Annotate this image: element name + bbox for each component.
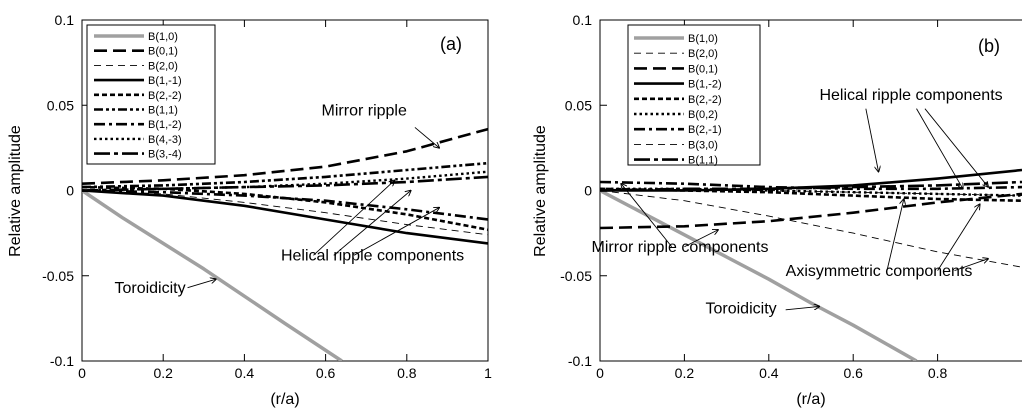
annotations: Helical ripple components Mirror ripple c… (592, 87, 1003, 317)
annotation-label: Toroidicity (114, 280, 185, 297)
annotation-arrow (924, 108, 988, 187)
legend-box (86, 24, 216, 165)
legend-label: B(2,0) (688, 48, 718, 60)
legend-label: B(2,0) (148, 60, 178, 72)
series-line-0 (600, 188, 918, 361)
y-tick-label: 0 (584, 183, 592, 199)
annotation-arrow (865, 108, 879, 172)
x-tick-label: 0.6 (843, 365, 863, 381)
x-tick-label: 0.2 (675, 365, 695, 381)
annotation-arrow (954, 259, 988, 272)
legend-label: B(4,-3) (148, 134, 182, 146)
series-line-8 (600, 180, 1022, 192)
y-tick-label: 0 (66, 183, 74, 199)
annotation-label: Toroidicity (706, 300, 777, 317)
x-tick-label: 0.8 (928, 365, 948, 381)
annotation-arrow (353, 208, 439, 256)
legend-label: B(0,1) (148, 46, 178, 58)
series-line-1 (82, 127, 488, 185)
data-lines (82, 127, 488, 361)
legend: B(1,0) B(2,0) B(0,1) B(1,-2) B(2,-2) B(0,2) B(… (627, 24, 761, 167)
series-line-5 (82, 161, 488, 189)
legend-label: B(1,1) (148, 105, 178, 117)
x-tick-label: 0.4 (235, 365, 255, 381)
x-axis-ticks: 0 0.2 0.4 0.6 0.8 1 (78, 20, 492, 381)
legend-label: B(1,1) (688, 155, 718, 167)
x-axis-label: (r/a) (796, 391, 825, 408)
chart-panel-a: 0 0.2 0.4 0.6 0.8 1 0.1 0.05 0 -0.05 -0.1 (r/a) R… (7, 12, 492, 408)
legend: B(1,0) B(0,1) B(2,0) B(1,-1) B(2,-2) B(1,1) B(… (86, 24, 216, 165)
y-tick-label: 0.1 (55, 12, 75, 28)
annotation-arrow (621, 184, 673, 248)
annotation-label: Helical ripple components (281, 247, 464, 264)
series-line-3 (82, 189, 488, 245)
y-tick-label: -0.05 (560, 268, 592, 284)
annotation-label: Axisymmetric components (786, 263, 973, 280)
legend-label: B(2,-2) (688, 94, 722, 106)
legend-label: B(1,-1) (148, 75, 182, 87)
legend-box (627, 24, 761, 166)
x-tick-label: 0.4 (759, 365, 779, 381)
y-axis-ticks: 0.1 0.05 0 -0.05 -0.1 (42, 12, 89, 369)
x-tick-label: 0.8 (397, 365, 417, 381)
annotation-label: Mirror ripple components (592, 239, 769, 256)
legend-label: B(2,-1) (688, 124, 722, 136)
series-line-8 (82, 175, 488, 192)
y-tick-label: 0.05 (47, 97, 74, 113)
legend-label: B(1,-2) (688, 79, 722, 91)
legend-label: B(0,1) (688, 63, 718, 75)
annotation-arrow (414, 127, 439, 147)
legend-label: B(1,-2) (148, 119, 182, 131)
annotation-arrow (785, 306, 820, 311)
series-line-5 (600, 187, 1022, 197)
legend-label: B(2,-2) (148, 90, 182, 102)
x-tick-label: 0 (596, 365, 604, 381)
y-tick-label: 0.05 (565, 97, 592, 113)
panel-label: (b) (978, 36, 1000, 56)
y-tick-label: -0.1 (50, 353, 74, 369)
y-axis-label: Relative amplitude (532, 125, 549, 257)
y-tick-label: -0.05 (42, 268, 74, 284)
annotation-arrow (187, 279, 216, 289)
series-line-7 (600, 190, 1022, 197)
annotation-label: Helical ripple components (819, 87, 1002, 104)
annotation-arrow (684, 230, 718, 248)
x-tick-label: 0.2 (153, 365, 173, 381)
annotation-arrow (937, 204, 980, 271)
annotation-label: Mirror ripple (322, 102, 407, 119)
legend-label: B(0,2) (688, 109, 718, 121)
y-tick-label: 0.1 (573, 12, 593, 28)
data-lines (600, 168, 1022, 361)
y-axis-ticks: 0.1 0.05 0 -0.05 -0.1 (560, 12, 607, 369)
annotation-arrow (886, 199, 904, 271)
legend-label: B(3,-4) (148, 149, 182, 161)
x-tick-label: 0.6 (316, 365, 336, 381)
series-line-6 (82, 189, 488, 221)
legend-label: B(1,0) (688, 33, 718, 45)
series-line-2 (82, 190, 488, 236)
annotation-arrow (333, 191, 411, 256)
x-tick-label: 0 (78, 365, 86, 381)
legend-label: B(1,0) (148, 31, 178, 43)
annotations: Mirror ripple Helical ripple components To… (114, 102, 464, 296)
y-tick-label: -0.1 (568, 353, 592, 369)
legend-label: B(3,0) (688, 139, 718, 151)
series-line-0 (82, 189, 343, 361)
annotation-arrow (313, 180, 394, 256)
annotation-arrow (916, 108, 963, 189)
panel-label: (a) (440, 34, 462, 54)
x-axis-label: (r/a) (270, 391, 299, 408)
series-line-4 (600, 187, 1022, 202)
x-tick-label: 1 (484, 365, 492, 381)
series-line-6 (600, 180, 1022, 191)
x-axis-ticks: 0 0.2 0.4 0.6 0.8 (596, 20, 948, 381)
chart-panel-b: 0 0.2 0.4 0.6 0.8 0.1 0.05 0 -0.05 -0.1 (r/a) Re… (532, 12, 1022, 408)
series-line-2 (600, 192, 1022, 230)
y-axis-label: Relative amplitude (7, 125, 24, 257)
